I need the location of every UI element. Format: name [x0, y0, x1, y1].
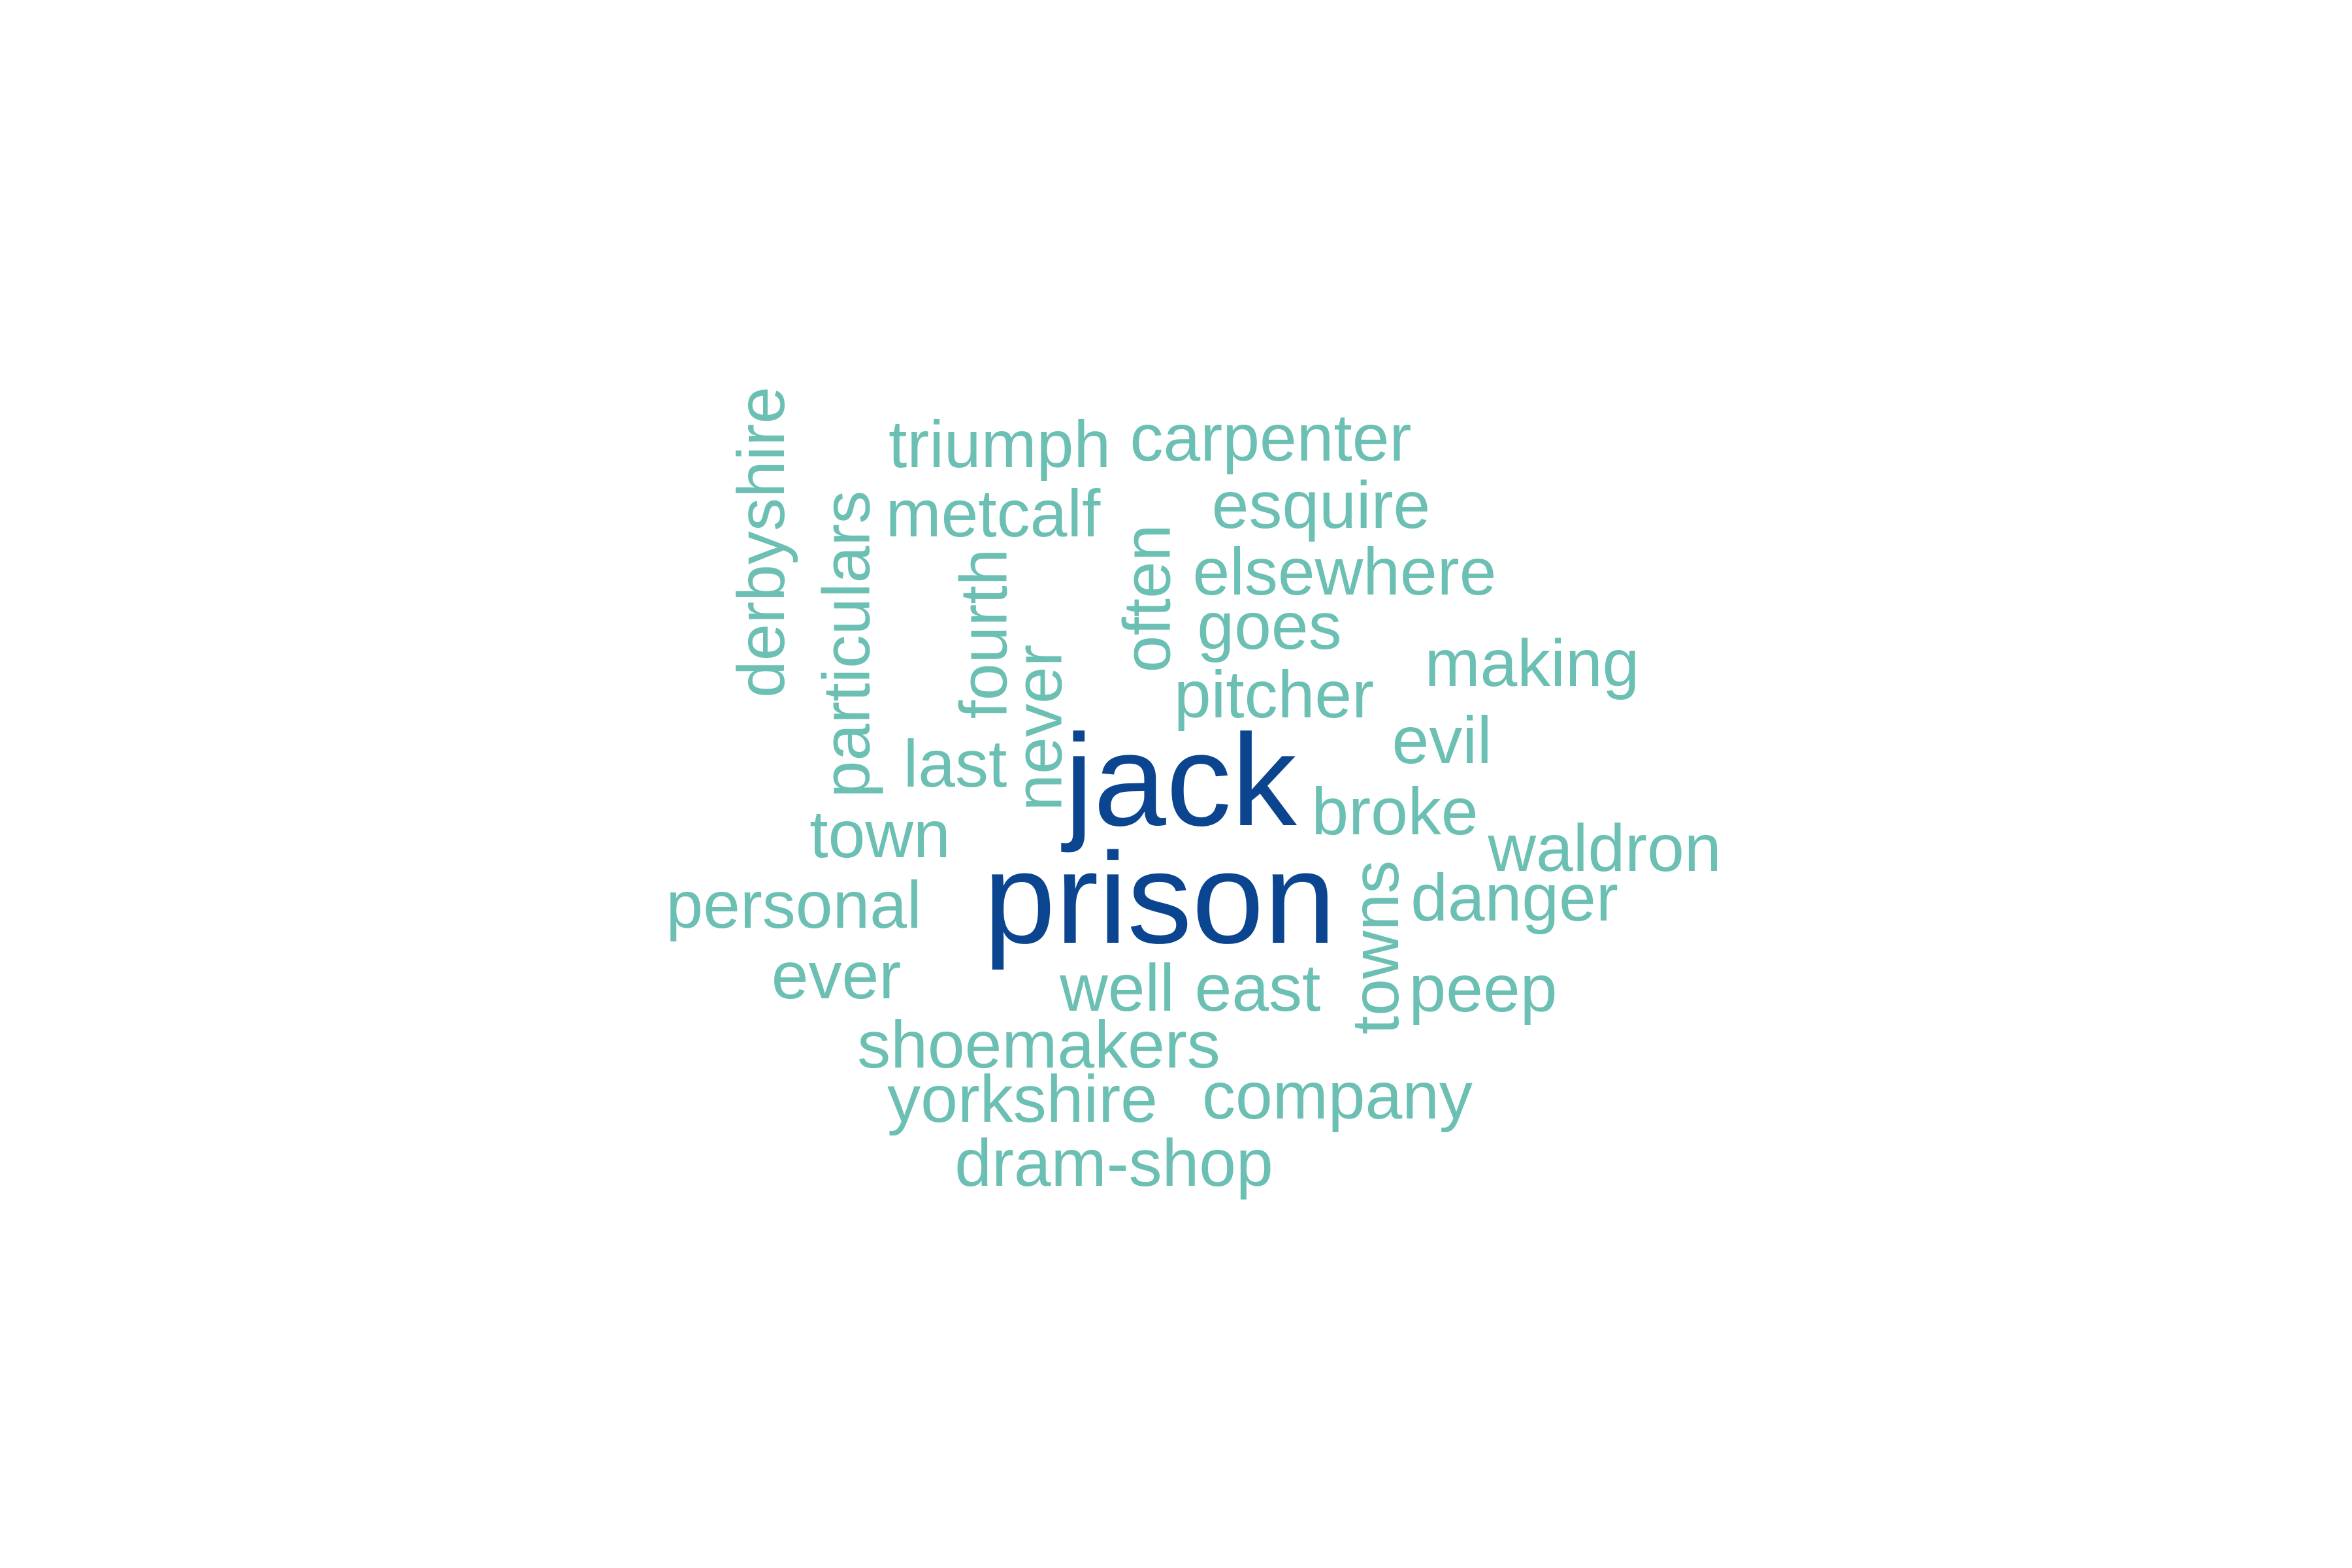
- word-evil: evil: [1392, 703, 1492, 777]
- word-town: town: [809, 797, 951, 872]
- word-company: company: [1202, 1058, 1473, 1133]
- word-never: never: [1002, 644, 1076, 811]
- word-dram-shop: dram-shop: [955, 1126, 1273, 1200]
- word-east: east: [1194, 951, 1321, 1025]
- word-derbyshire: derbyshire: [723, 386, 798, 698]
- word-carpenter: carpenter: [1130, 400, 1412, 475]
- word-prison: prison: [983, 826, 1336, 970]
- word-making: making: [1424, 626, 1640, 700]
- word-danger: danger: [1411, 860, 1618, 935]
- word-often: often: [1109, 524, 1184, 673]
- word-waldron: waldron: [1488, 811, 1722, 885]
- word-peep: peep: [1409, 951, 1558, 1026]
- word-goes: goes: [1197, 589, 1342, 663]
- word-towns: towns: [1338, 860, 1413, 1035]
- word-yorkshire: yorkshire: [887, 1062, 1158, 1136]
- word-esquire: esquire: [1211, 468, 1431, 542]
- word-jack: jack: [1064, 708, 1297, 853]
- word-ever: ever: [771, 938, 902, 1013]
- word-triumph: triumph: [888, 407, 1111, 482]
- word-last: last: [903, 727, 1007, 801]
- word-shoemakers: shoemakers: [857, 1007, 1220, 1082]
- word-particulars: particulars: [808, 490, 883, 798]
- word-pitcher: pitcher: [1173, 657, 1375, 732]
- word-broke: broke: [1311, 774, 1478, 849]
- word-elsewhere: elsewhere: [1192, 534, 1497, 609]
- word-metcalf: metcalf: [885, 476, 1101, 551]
- word-well: well: [1060, 951, 1175, 1025]
- word-personal: personal: [666, 868, 922, 942]
